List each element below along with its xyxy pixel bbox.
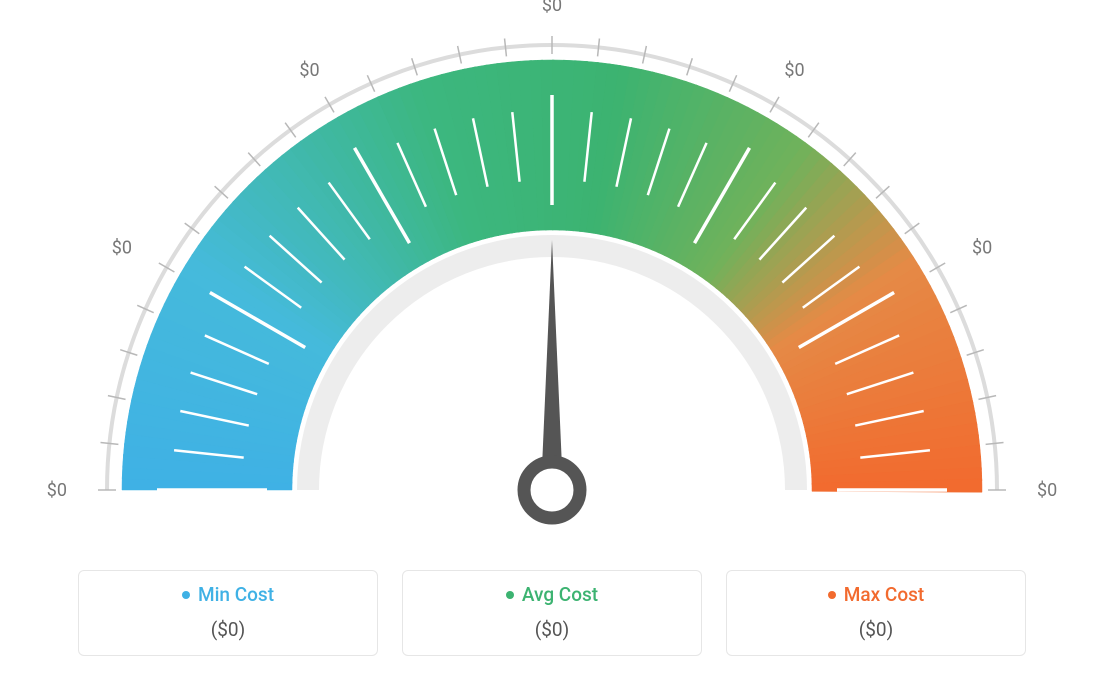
gauge-area: $0 $0 $0 $0 $0 $0 $0 xyxy=(0,0,1104,560)
legend-card-min: Min Cost ($0) xyxy=(78,570,378,656)
legend-dot-max xyxy=(828,591,836,599)
legend-label-max: Max Cost xyxy=(844,583,924,606)
legend-title-avg: Avg Cost xyxy=(506,583,598,606)
legend-value-avg: ($0) xyxy=(403,618,701,641)
gauge-tick-label: $0 xyxy=(299,60,319,81)
legend-card-max: Max Cost ($0) xyxy=(726,570,1026,656)
legend-title-max: Max Cost xyxy=(828,583,924,606)
gauge-needle-pivot xyxy=(524,462,580,518)
legend-value-max: ($0) xyxy=(727,618,1025,641)
gauge-tick-label: $0 xyxy=(1037,480,1057,501)
legend-card-avg: Avg Cost ($0) xyxy=(402,570,702,656)
legend-title-min: Min Cost xyxy=(182,583,274,606)
gauge-tick-label: $0 xyxy=(112,238,132,259)
gauge-tick-label: $0 xyxy=(542,0,562,16)
gauge-tick-label: $0 xyxy=(972,238,992,259)
gauge-needle xyxy=(541,240,563,490)
legend-label-avg: Avg Cost xyxy=(522,583,598,606)
legend-value-min: ($0) xyxy=(79,618,377,641)
legend-label-min: Min Cost xyxy=(198,583,274,606)
legend-dot-min xyxy=(182,591,190,599)
gauge-tick-label: $0 xyxy=(47,480,67,501)
legend-dot-avg xyxy=(506,591,514,599)
legend-row: Min Cost ($0) Avg Cost ($0) Max Cost ($0… xyxy=(0,570,1104,656)
gauge-tick-label: $0 xyxy=(784,60,804,81)
gauge-svg: $0 $0 $0 $0 $0 $0 $0 xyxy=(0,0,1104,560)
gauge-chart-container: $0 $0 $0 $0 $0 $0 $0 Min Cost ($0) Avg Cost ($… xyxy=(0,0,1104,690)
